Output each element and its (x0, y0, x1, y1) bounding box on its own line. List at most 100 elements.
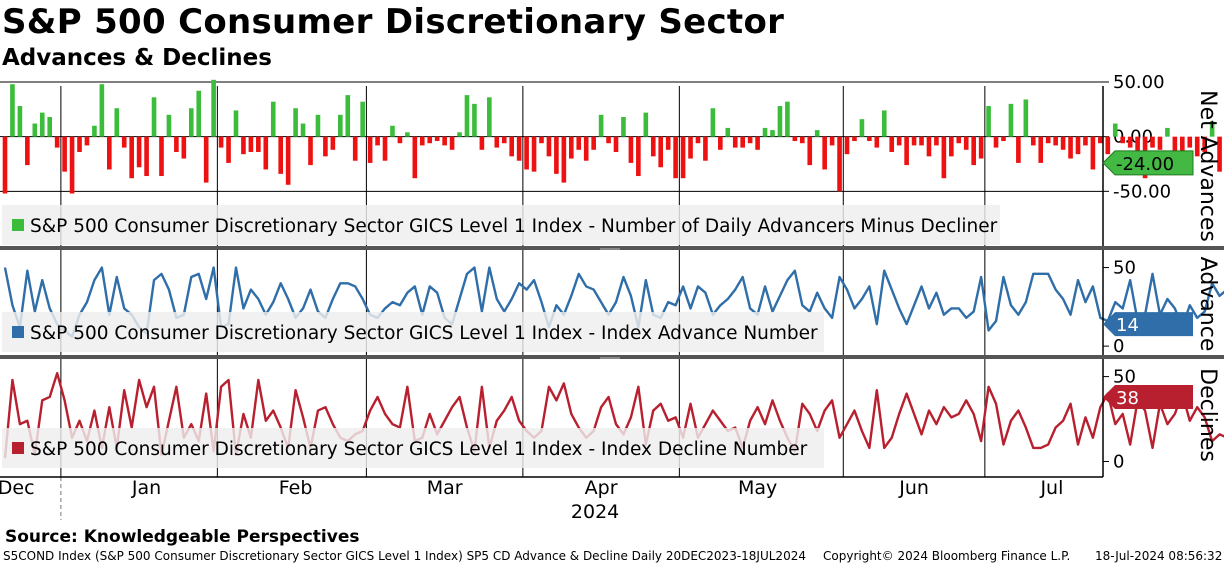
net-bar (1120, 136, 1126, 144)
net-bar (1127, 136, 1133, 148)
net-bar (1008, 103, 1014, 137)
net-bar (256, 136, 261, 152)
net-bar (986, 106, 991, 137)
advance-y-tick-label: 0 (1113, 336, 1124, 357)
net-bar (680, 136, 686, 179)
net-bar (628, 136, 634, 163)
net-bar (382, 136, 388, 161)
net-bar (1172, 136, 1178, 157)
decline-legend-box (2, 428, 824, 468)
net-bar (188, 108, 194, 137)
net-bar (531, 136, 537, 172)
decline-last-value-badge (1103, 384, 1193, 409)
net-bar (69, 136, 75, 194)
net-bar (792, 136, 798, 142)
net-bar (248, 136, 254, 152)
net-bar (546, 136, 552, 157)
net-bar (963, 136, 969, 150)
net-bar (807, 136, 813, 166)
net-bar (777, 106, 783, 137)
net-bar (799, 136, 805, 144)
net-bar (1202, 136, 1207, 152)
net-bar (405, 132, 410, 137)
net-bar (1016, 136, 1021, 163)
net-bar (1135, 136, 1140, 157)
net-bar (345, 95, 351, 137)
net-bar (62, 136, 67, 172)
net-bar (1217, 136, 1222, 172)
decline-series-line (3, 371, 1224, 459)
net-bar (747, 136, 753, 144)
net-legend-swatch (12, 219, 24, 231)
net-bar (285, 136, 291, 185)
net-bar (32, 123, 38, 137)
net-bar (412, 136, 418, 179)
net-bar (658, 136, 664, 168)
net-bar (233, 110, 239, 137)
advance-legend-box (2, 312, 824, 352)
net-bar (136, 136, 142, 168)
x-month-label: Jan (131, 477, 161, 499)
net-bar (867, 136, 872, 142)
net-bar (338, 114, 343, 137)
decline-panel-label: Declines (1195, 368, 1220, 462)
net-bar (576, 136, 582, 150)
net-bar (710, 108, 716, 137)
net-bar (1194, 136, 1200, 157)
net-bar (1165, 127, 1170, 137)
x-month-label: Jun (898, 477, 929, 499)
net-bar (650, 136, 656, 157)
net-bar (978, 136, 984, 159)
net-bar (360, 101, 365, 137)
net-bar (904, 136, 909, 166)
net-bar (822, 136, 827, 170)
x-month-label: Dec (0, 477, 35, 499)
net-bar (352, 136, 358, 161)
net-panel-label: Net Advances (1195, 90, 1220, 242)
net-bar (278, 136, 284, 174)
net-bar (814, 130, 820, 137)
net-bar (1023, 99, 1029, 137)
advance-last-value-badge (1103, 312, 1193, 337)
net-bar (2, 136, 8, 194)
net-bar (516, 136, 522, 161)
net-bar (1105, 136, 1111, 155)
net-bar (837, 136, 842, 192)
net-last-value-label: -24.00 (1116, 154, 1174, 175)
net-bar (636, 136, 641, 177)
net-bar (203, 136, 209, 183)
net-bar (181, 136, 187, 159)
x-month-label: Mar (427, 477, 463, 499)
net-bar (621, 116, 626, 137)
advance-panel-label: Advance (1195, 257, 1220, 352)
net-bar (1030, 136, 1036, 146)
x-month-label: May (738, 477, 777, 499)
net-bar (1038, 136, 1044, 163)
net-bar (561, 136, 567, 183)
net-bar (39, 112, 45, 137)
net-bar (949, 136, 954, 157)
net-bar (1098, 136, 1103, 144)
net-bar (785, 101, 790, 137)
net-bar (323, 136, 328, 157)
advance-y-tick-label: 50 (1113, 258, 1136, 279)
net-bar (166, 114, 172, 137)
net-bar (17, 106, 23, 137)
net-bar (330, 136, 336, 150)
net-bar (47, 116, 53, 137)
net-last-value-badge (1102, 150, 1194, 176)
panel-separator (0, 355, 1224, 359)
decline-y-tick-label: 50 (1113, 367, 1136, 388)
net-bar (598, 114, 604, 137)
net-legend-text: S&P 500 Consumer Discretionary Sector GI… (30, 216, 998, 237)
net-bar (397, 136, 403, 144)
decline-legend-text: S&P 500 Consumer Discretionary Sector GI… (30, 439, 808, 460)
net-bar (1045, 136, 1051, 144)
net-bar (226, 136, 231, 163)
net-bar (881, 110, 887, 137)
net-bar (1150, 136, 1155, 148)
net-bar (829, 136, 835, 146)
net-bar (606, 136, 611, 144)
net-bar (129, 136, 134, 179)
